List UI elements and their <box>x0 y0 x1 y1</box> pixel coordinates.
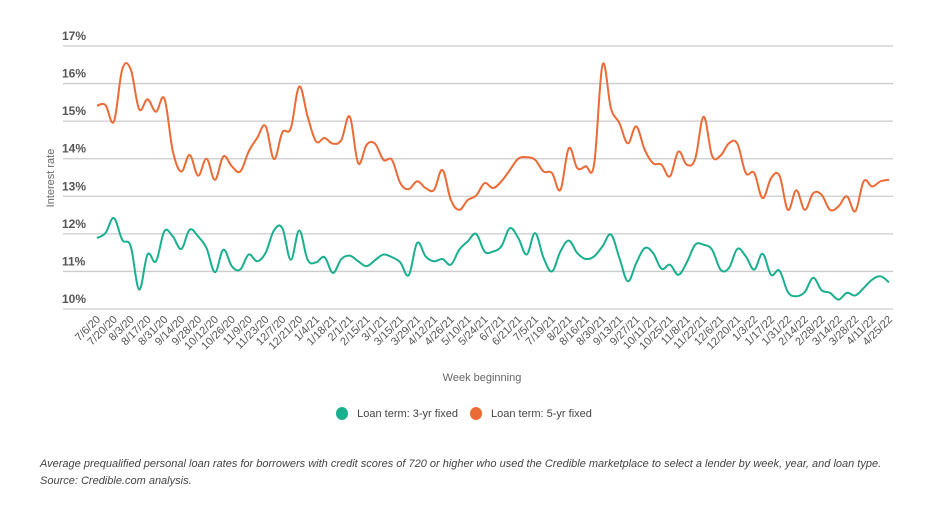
series-line-5yr <box>96 62 890 213</box>
y-tick-label: 15% <box>62 104 86 118</box>
y-tick-label: 16% <box>62 67 86 81</box>
legend-item-3yr[interactable]: Loan term: 3-yr fixed <box>336 407 458 420</box>
legend-label-5yr: Loan term: 5-yr fixed <box>491 407 592 420</box>
legend: Loan term: 3-yr fixed Loan term: 5-yr fi… <box>0 407 932 420</box>
y-tick-label: 13% <box>62 179 86 193</box>
line-chart: 10% 11% 12% 13% 14% 15% 16% 17% Interest rate 7… <box>45 29 895 384</box>
y-tick-label: 14% <box>62 142 86 156</box>
series-line-3yr <box>96 217 890 301</box>
x-axis-title: Week beginning <box>443 372 522 384</box>
y-axis-ticks: 10% 11% 12% 13% 14% 15% 16% 17% <box>62 29 86 306</box>
legend-swatch-3yr <box>336 407 349 420</box>
y-axis-title: Interest rate <box>45 149 57 208</box>
y-tick-label: 12% <box>62 217 86 231</box>
gridlines <box>63 45 893 310</box>
legend-swatch-5yr <box>470 407 482 420</box>
x-axis-ticks: 7/6/207/20/208/3/208/17/208/31/209/14/20… <box>73 314 895 353</box>
legend-label-3yr: Loan term: 3-yr fixed <box>357 407 458 420</box>
y-tick-label: 11% <box>62 254 86 268</box>
chart-caption: Average prequalified personal loan rates… <box>40 458 882 487</box>
y-tick-label: 10% <box>62 292 86 306</box>
series-lines <box>96 62 890 301</box>
legend-item-5yr[interactable]: Loan term: 5-yr fixed <box>470 407 592 420</box>
y-tick-label: 17% <box>62 29 86 43</box>
